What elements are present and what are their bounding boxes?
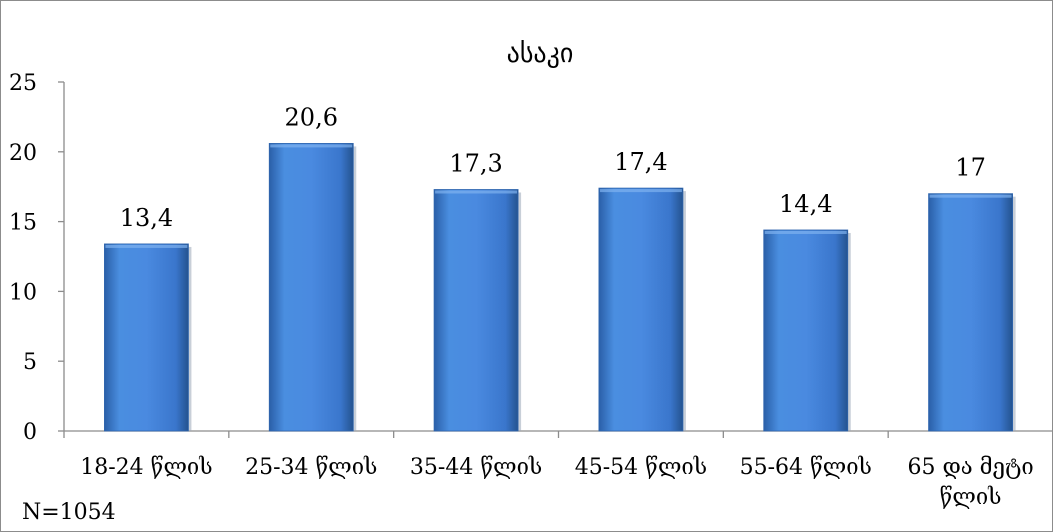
x-tick-label: 25-34 წლის <box>245 455 377 480</box>
bar <box>928 193 1013 432</box>
y-tick-label: 25 <box>9 71 37 96</box>
bar-highlight <box>599 189 682 193</box>
x-tick-label: 55-64 წლის <box>740 455 872 480</box>
bar-highlight <box>270 144 353 148</box>
bar <box>598 187 684 432</box>
y-tick-label: 15 <box>9 211 37 236</box>
bar <box>104 243 189 432</box>
data-label: 20,6 <box>285 103 338 131</box>
sample-size-note: N=1054 <box>22 500 116 525</box>
x-tick-label: 45-54 წლის <box>575 455 707 480</box>
x-tick-label: 18-24 წლის <box>80 455 212 480</box>
bar <box>433 189 519 432</box>
bar <box>268 143 354 432</box>
x-tick-label: წლის <box>940 485 1002 510</box>
y-tick-label: 10 <box>9 280 37 305</box>
data-label: 13,4 <box>120 204 173 232</box>
bar-highlight <box>764 230 847 234</box>
x-tick-label: 35-44 წლის <box>410 455 542 480</box>
data-label: 17,3 <box>449 149 502 177</box>
chart-title: ასაკი <box>507 39 574 69</box>
bar-highlight <box>435 190 518 194</box>
bar-highlight <box>929 194 1012 198</box>
bar <box>763 229 849 432</box>
y-tick-label: 20 <box>9 141 37 166</box>
y-tick-label: 5 <box>23 350 37 375</box>
data-label: 14,4 <box>779 190 832 218</box>
data-label: 17 <box>955 154 986 182</box>
y-tick-label: 0 <box>23 420 37 445</box>
data-label: 17,4 <box>614 148 667 176</box>
x-tick-label: 65 და მეტი <box>907 455 1033 480</box>
bar-highlight <box>105 244 188 248</box>
